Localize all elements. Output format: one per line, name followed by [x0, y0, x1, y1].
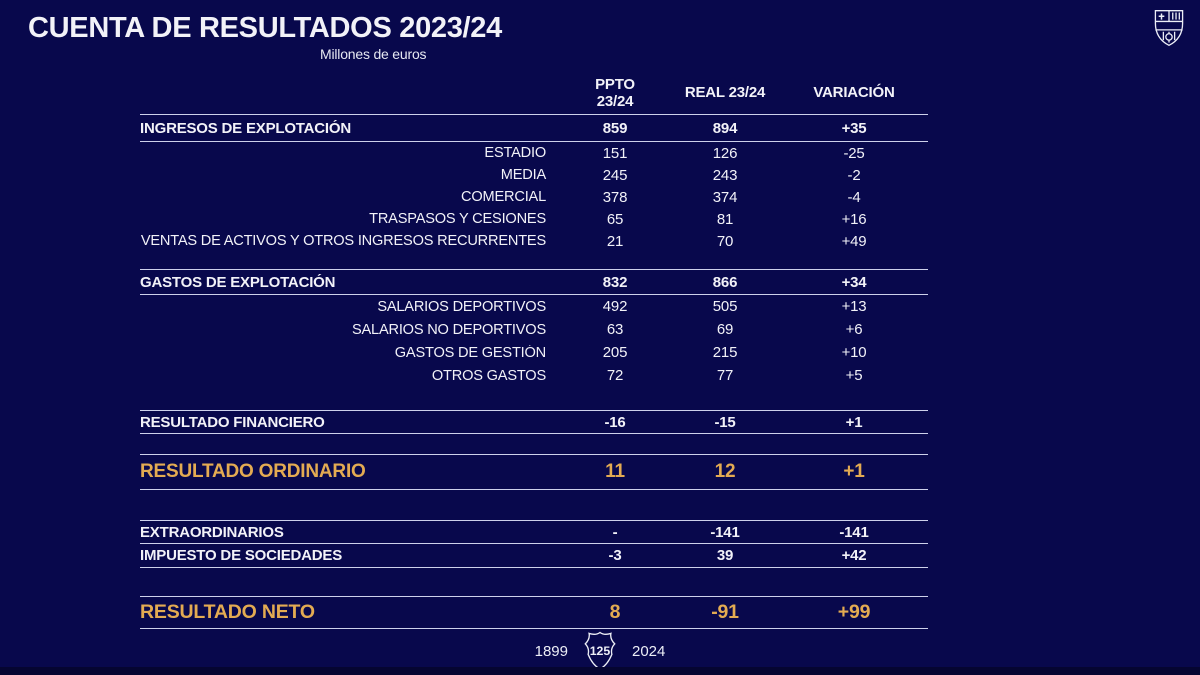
row-label: OTROS GASTOS [431, 367, 546, 384]
variacion-value: +6 [845, 321, 863, 338]
real-value: 215 [712, 344, 738, 361]
fc-barcelona-crest-icon [1154, 9, 1184, 47]
ppto-value: 63 [606, 321, 624, 338]
table-row: TRASPASOS Y CESIONES 65 81 +16 [140, 208, 928, 230]
row-label: VENTAS DE ACTIVOS Y OTROS INGRESOS RECUR… [140, 233, 546, 249]
bottom-edge-strip [0, 667, 1200, 675]
ppto-value: -3 [608, 547, 622, 564]
ppto-value: 245 [602, 166, 628, 184]
real-value: 70 [716, 232, 734, 250]
real-value: -15 [714, 413, 736, 431]
real-value: 126 [712, 144, 738, 162]
svg-text:125: 125 [590, 644, 611, 658]
anniversary-crest-icon: 125 [581, 630, 619, 672]
table-row-highlight: RESULTADO NETO 8 -91 +99 [140, 596, 928, 629]
row-label: RESULTADO FINANCIERO [140, 413, 325, 431]
table-row: COMERCIAL 378 374 -4 [140, 186, 928, 208]
section-spacer [140, 490, 928, 520]
real-value: 39 [716, 547, 734, 564]
table-row: ESTADIO 151 126 -25 [140, 142, 928, 164]
results-table: PPTO 23/24 REAL 23/24 VARIACIÓN INGRESOS… [140, 72, 928, 629]
variacion-value: -141 [839, 523, 869, 541]
real-value: 374 [712, 188, 738, 206]
table-row: GASTOS DE EXPLOTACIÓN 832 866 +34 [140, 269, 928, 295]
column-header-ppto: PPTO 23/24 [595, 75, 635, 110]
real-value: 243 [712, 166, 738, 184]
ppto-value: 11 [605, 461, 625, 482]
ppto-value: 72 [606, 367, 624, 384]
column-header-variacion: VARIACIÓN [813, 84, 895, 102]
table-row: RESULTADO FINANCIERO -16 -15 +1 [140, 410, 928, 434]
row-label: TRASPASOS Y CESIONES [369, 211, 546, 227]
ppto-value: 859 [602, 119, 628, 137]
variacion-value: -4 [847, 188, 861, 206]
variacion-value: +5 [845, 367, 863, 384]
column-header-real: REAL 23/24 [684, 84, 766, 102]
units-subtitle: Millones de euros [320, 46, 427, 62]
variacion-value: -25 [843, 144, 865, 162]
variacion-value: +35 [841, 119, 867, 137]
page-title: CUENTA DE RESULTADOS 2023/24 [28, 12, 502, 44]
table-row: VENTAS DE ACTIVOS Y OTROS INGRESOS RECUR… [140, 230, 928, 252]
row-label: SALARIOS DEPORTIVOS [377, 298, 546, 315]
year-founded: 1899 [534, 642, 568, 660]
variacion-value: +10 [841, 344, 867, 361]
row-label: MEDIA [500, 167, 546, 183]
section-spacer [140, 387, 928, 410]
real-value: 894 [712, 119, 738, 137]
real-value: 12 [714, 461, 736, 482]
row-label: COMERCIAL [461, 189, 546, 205]
variacion-value: +99 [837, 601, 871, 623]
real-value: -91 [711, 601, 739, 623]
real-value: 81 [716, 210, 734, 228]
variacion-value: +1 [843, 461, 865, 482]
variacion-value: +34 [841, 273, 867, 291]
ppto-value: 151 [602, 144, 628, 162]
row-label: IMPUESTO DE SOCIEDADES [140, 547, 343, 564]
row-label: EXTRAORDINARIOS [140, 523, 284, 541]
real-value: 77 [716, 367, 734, 384]
ppto-value: 205 [602, 344, 628, 361]
row-label: INGRESOS DE EXPLOTACIÓN [140, 119, 351, 137]
ppto-value: 492 [602, 298, 628, 315]
ppto-value: - [612, 523, 618, 541]
table-row: IMPUESTO DE SOCIEDADES -3 39 +42 [140, 544, 928, 568]
row-label: GASTOS DE EXPLOTACIÓN [140, 273, 336, 291]
ppto-value: 21 [606, 232, 624, 250]
row-label: ESTADIO [484, 145, 546, 161]
real-value: 505 [712, 298, 738, 315]
section-spacer [140, 434, 928, 454]
row-label: RESULTADO ORDINARIO [140, 461, 366, 482]
ppto-value: -16 [604, 413, 626, 431]
table-row-highlight: RESULTADO ORDINARIO 11 12 +1 [140, 454, 928, 490]
variacion-value: +1 [845, 413, 863, 431]
ppto-value: 65 [606, 210, 624, 228]
variacion-value: +16 [841, 210, 867, 228]
year-current: 2024 [632, 642, 666, 660]
table-header-row: PPTO 23/24 REAL 23/24 VARIACIÓN [140, 72, 928, 114]
row-label: SALARIOS NO DEPORTIVOS [351, 321, 546, 338]
section-spacer [140, 568, 928, 596]
ppto-value: 8 [609, 601, 621, 623]
table-row: EXTRAORDINARIOS - -141 -141 [140, 520, 928, 544]
section-spacer [140, 252, 928, 269]
variacion-value: +13 [841, 298, 867, 315]
row-label: GASTOS DE GESTIÓN [394, 344, 546, 361]
variacion-value: +42 [841, 547, 867, 564]
table-row: OTROS GASTOS 72 77 +5 [140, 364, 928, 387]
table-row: SALARIOS NO DEPORTIVOS 63 69 +6 [140, 318, 928, 341]
ppto-value: 832 [602, 273, 628, 291]
real-value: 69 [716, 321, 734, 338]
table-row: SALARIOS DEPORTIVOS 492 505 +13 [140, 295, 928, 318]
real-value: 866 [712, 273, 738, 291]
table-row: GASTOS DE GESTIÓN 205 215 +10 [140, 341, 928, 364]
table-row: MEDIA 245 243 -2 [140, 164, 928, 186]
variacion-value: -2 [847, 166, 861, 184]
variacion-value: +49 [841, 232, 867, 250]
row-label: RESULTADO NETO [140, 601, 315, 623]
ppto-value: 378 [602, 188, 628, 206]
table-row: INGRESOS DE EXPLOTACIÓN 859 894 +35 [140, 114, 928, 142]
real-value: -141 [710, 523, 740, 541]
